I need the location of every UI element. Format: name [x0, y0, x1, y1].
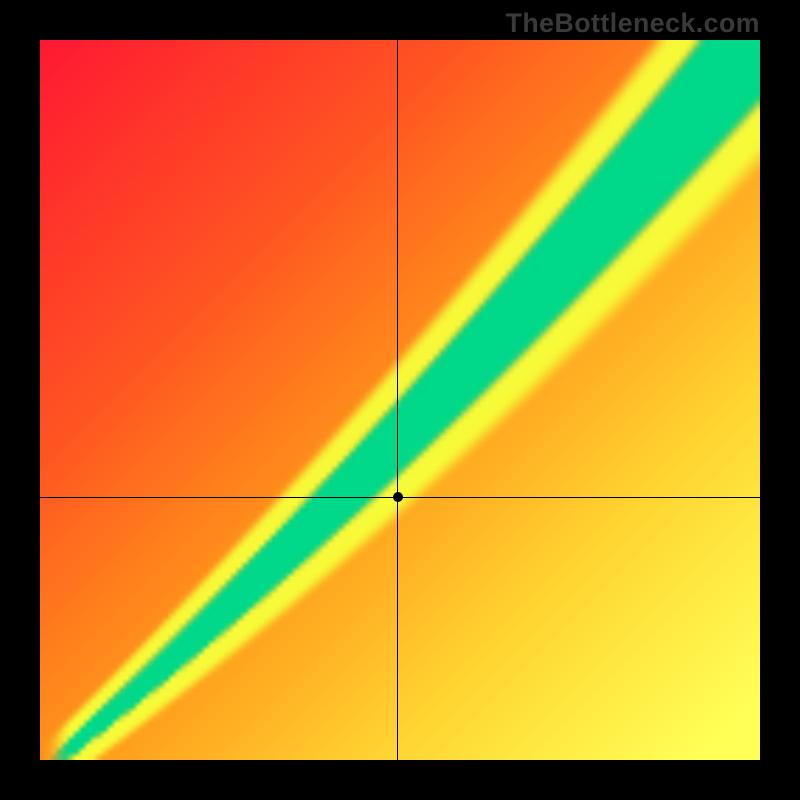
- watermark-text: TheBottleneck.com: [506, 8, 760, 39]
- heatmap-canvas: [40, 40, 760, 760]
- figure-root: TheBottleneck.com: [0, 0, 800, 800]
- plot-area: [40, 40, 760, 760]
- crosshair-marker-icon: [393, 492, 403, 502]
- crosshair-vertical: [397, 40, 398, 760]
